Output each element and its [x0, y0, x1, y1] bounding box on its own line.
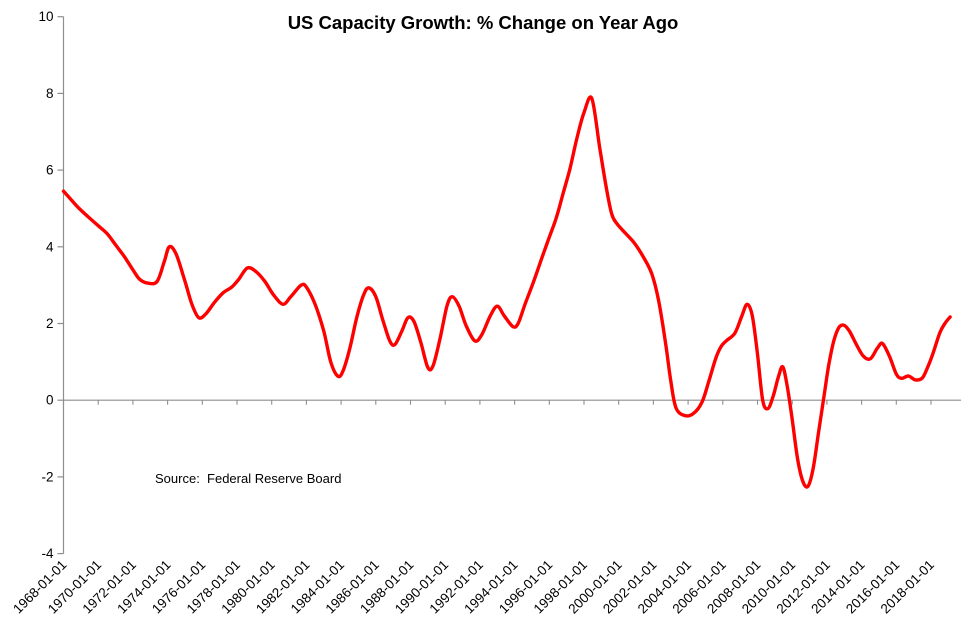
y-axis-tick-label: 4 — [46, 239, 54, 254]
y-axis-tick-label: 6 — [46, 163, 54, 178]
y-axis-tick-label: -4 — [41, 546, 53, 561]
chart-title: US Capacity Growth: % Change on Year Ago — [287, 12, 679, 33]
y-axis-tick-label: -2 — [41, 469, 53, 484]
series-line-us-capacity-growth — [61, 95, 952, 489]
source-note: Source: Federal Reserve Board — [155, 471, 342, 486]
y-axis-tick-label: 0 — [46, 393, 54, 408]
y-axis-tick-label: 10 — [38, 9, 53, 24]
y-axis-tick-label: 8 — [46, 86, 54, 101]
y-axis-tick-label: 2 — [46, 316, 54, 331]
